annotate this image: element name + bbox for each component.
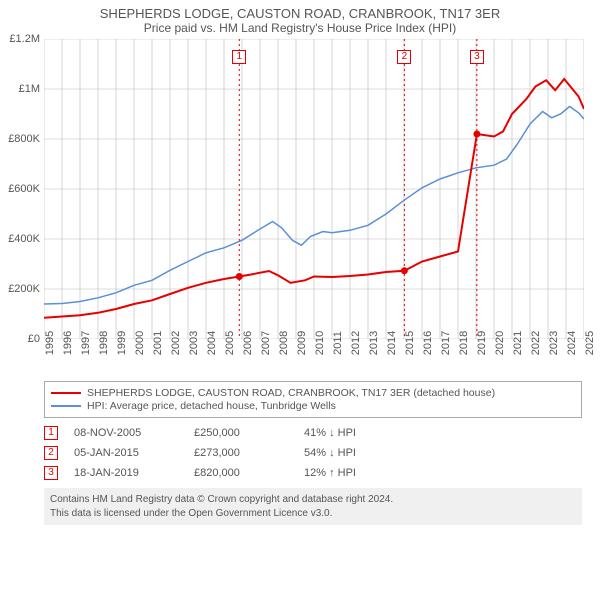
x-axis-label: 2022 [530,331,542,355]
x-axis-label: 1998 [98,331,110,355]
sale-date: 08-NOV-2005 [74,427,194,439]
sale-price: £273,000 [194,447,304,459]
sale-row: 1 08-NOV-2005£250,00041% ↓ HPI [44,426,582,440]
sale-price: £820,000 [194,467,304,479]
x-axis-label: 2001 [152,331,164,355]
series-legend: SHEPHERDS LODGE, CAUSTON ROAD, CRANBROOK… [44,381,582,418]
sale-date: 18-JAN-2019 [74,467,194,479]
legend-swatch [51,405,81,407]
x-axis-label: 2023 [548,331,560,355]
x-axis-label: 2007 [260,331,272,355]
x-axis-label: 2019 [476,331,488,355]
sale-marker-label: 2 [397,50,411,64]
sale-marker-label: 3 [470,50,484,64]
y-axis-label: £400K [8,233,44,245]
sale-id-box: 2 [44,446,58,460]
footer-line: This data is licensed under the Open Gov… [50,507,576,521]
sale-date: 05-JAN-2015 [74,447,194,459]
chart-subtitle: Price paid vs. HM Land Registry's House … [0,21,600,39]
legend-label: SHEPHERDS LODGE, CAUSTON ROAD, CRANBROOK… [87,387,495,399]
x-axis-label: 1995 [44,331,56,355]
x-axis-label: 2006 [242,331,254,355]
x-axis-label: 2014 [386,331,398,355]
sale-hpi-delta: 41% ↓ HPI [304,427,356,439]
x-axis-label: 1999 [116,331,128,355]
legend-swatch [51,392,81,394]
x-axis-label: 2012 [350,331,362,355]
y-axis-label: £600K [8,183,44,195]
x-axis-label: 2016 [422,331,434,355]
x-axis-label: 2021 [512,331,524,355]
sale-id-box: 1 [44,426,58,440]
legend-label: HPI: Average price, detached house, Tunb… [87,400,336,412]
y-axis-label: £1.2M [9,33,44,45]
x-axis-label: 2017 [440,331,452,355]
x-axis-label: 2009 [296,331,308,355]
x-axis-label: 2020 [494,331,506,355]
x-axis-label: 1997 [80,331,92,355]
x-axis-label: 2005 [224,331,236,355]
x-axis-label: 2015 [404,331,416,355]
legend-row: SHEPHERDS LODGE, CAUSTON ROAD, CRANBROOK… [51,387,575,399]
sale-row: 2 05-JAN-2015£273,00054% ↓ HPI [44,446,582,460]
x-axis-label: 2000 [134,331,146,355]
y-axis-label: £800K [8,133,44,145]
y-axis-label: £0 [28,333,44,345]
sale-marker-label: 1 [232,50,246,64]
x-axis-label: 2011 [332,331,344,355]
x-axis-label: 2013 [368,331,380,355]
x-axis-label: 2018 [458,331,470,355]
x-axis-label: 2004 [206,331,218,355]
attribution-footer: Contains HM Land Registry data © Crown c… [44,488,582,525]
chart-title: SHEPHERDS LODGE, CAUSTON ROAD, CRANBROOK… [0,0,600,21]
sale-price: £250,000 [194,427,304,439]
x-axis-label: 2008 [278,331,290,355]
x-axis-label: 2025 [584,331,596,355]
footer-line: Contains HM Land Registry data © Crown c… [50,493,576,507]
x-axis-label: 2010 [314,331,326,355]
chart-plot: £0£200K£400K£600K£800K£1M£1.2M1995199619… [44,39,584,339]
sale-id-box: 3 [44,466,58,480]
x-axis-label: 2024 [566,331,578,355]
y-axis-label: £200K [8,283,44,295]
x-axis-label: 1996 [62,331,74,355]
legend-row: HPI: Average price, detached house, Tunb… [51,400,575,412]
sale-hpi-delta: 54% ↓ HPI [304,447,356,459]
x-axis-label: 2003 [188,331,200,355]
sale-row: 3 18-JAN-2019£820,00012% ↑ HPI [44,466,582,480]
y-axis-label: £1M [19,83,44,95]
sales-legend: 1 08-NOV-2005£250,00041% ↓ HPI 2 05-JAN-201… [44,426,582,480]
x-axis-label: 2002 [170,331,182,355]
sale-hpi-delta: 12% ↑ HPI [304,467,356,479]
